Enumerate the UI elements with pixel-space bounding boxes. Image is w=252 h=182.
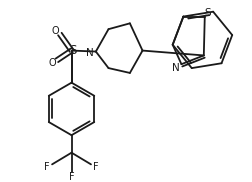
Text: O: O	[51, 26, 59, 36]
Text: N: N	[172, 63, 179, 73]
Text: F: F	[69, 172, 74, 182]
Text: O: O	[48, 58, 56, 68]
Text: F: F	[44, 162, 50, 172]
Text: S: S	[69, 44, 76, 57]
Text: F: F	[93, 162, 99, 172]
Text: S: S	[204, 8, 211, 18]
Text: N: N	[86, 48, 94, 58]
